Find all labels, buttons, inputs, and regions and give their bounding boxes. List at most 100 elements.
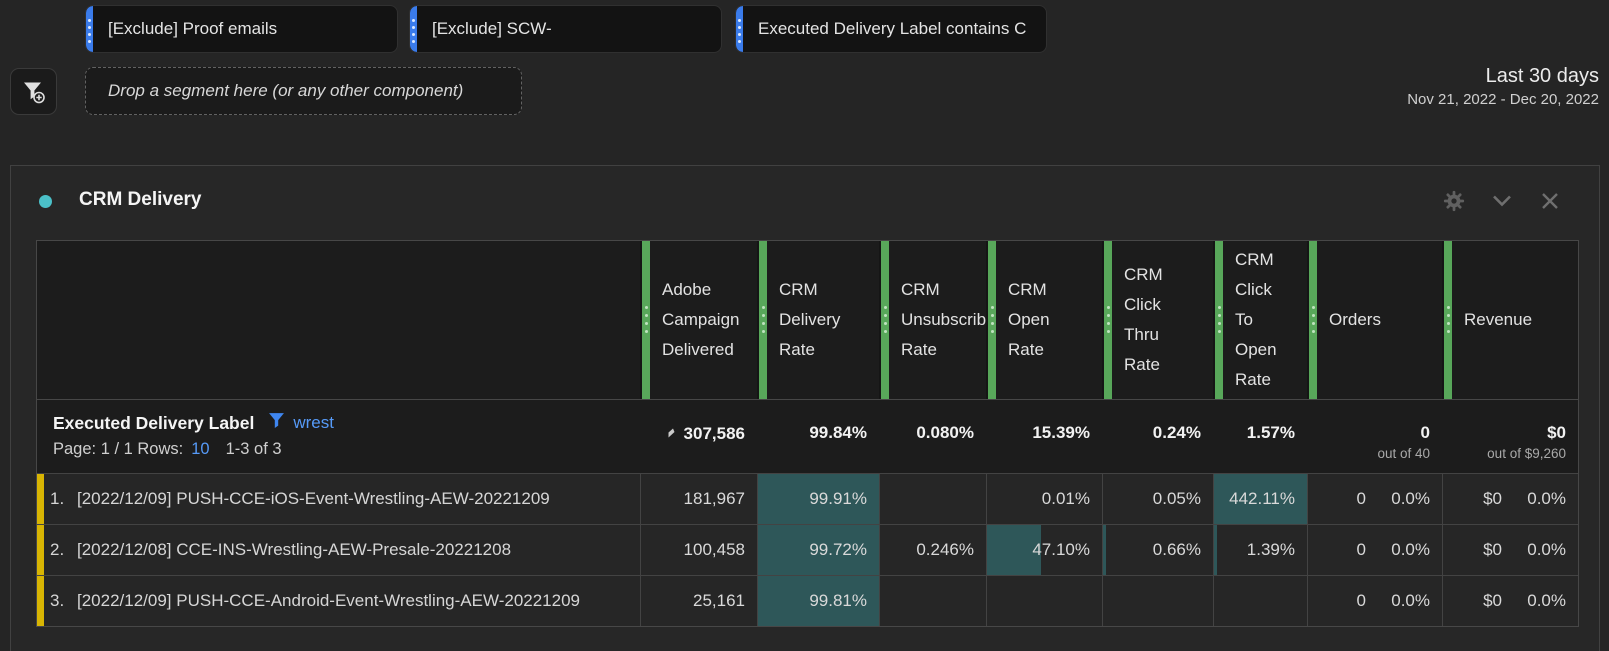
table-cell[interactable]: 0 0.0% — [1307, 524, 1442, 575]
cell-value: 181,967 — [683, 489, 745, 508]
date-range-preset: Last 30 days — [1485, 65, 1599, 87]
table-cell[interactable]: 0.05% — [1102, 473, 1213, 524]
close-icon[interactable] — [1539, 190, 1561, 212]
column-header-crm-click-to-open-rate[interactable]: CRM Click To Open Rate — [1213, 241, 1307, 399]
cell-value: 442.11% — [1229, 489, 1295, 508]
table-cell[interactable]: 0 0.0% — [1307, 575, 1442, 626]
column-header-crm-open-rate[interactable]: CRM Open Rate — [986, 241, 1102, 399]
segment-chip-exclude-proof-emails[interactable]: [Exclude] Proof emails — [85, 5, 398, 53]
table-cell[interactable]: 99.81% — [757, 575, 879, 626]
cell-percent: 0.0% — [1527, 540, 1566, 559]
column-drag-handle-icon[interactable] — [642, 241, 650, 399]
table-cell[interactable] — [879, 575, 986, 626]
totals-cell-crm-click-to-open-rate: 1.57% — [1213, 399, 1307, 473]
column-header-crm-click-thru-rate[interactable]: CRM Click Thru Rate — [1102, 241, 1213, 399]
column-header-orders[interactable]: Orders — [1307, 241, 1442, 399]
column-drag-handle-icon[interactable] — [1444, 241, 1452, 399]
cell-value: 47.10% — [1032, 540, 1090, 559]
totals-cell-crm-click-thru-rate: 0.24% — [1102, 399, 1213, 473]
date-range-dates: Nov 21, 2022 - Dec 20, 2022 — [1407, 91, 1599, 108]
table-row-label[interactable]: 1. [2022/12/09] PUSH-CCE-iOS-Event-Wrestl… — [37, 473, 640, 524]
conditional-format-fill — [1214, 525, 1217, 575]
chevron-down-icon[interactable] — [1491, 190, 1513, 212]
column-header-crm-unsubscribe-rate[interactable]: CRMUnsubscribeRate — [879, 241, 986, 399]
table-cell[interactable]: 0.01% — [986, 473, 1102, 524]
table-cell[interactable] — [879, 473, 986, 524]
drag-handle-icon[interactable] — [410, 6, 417, 52]
column-header-crm-delivery-rate[interactable]: CRM Delivery Rate — [757, 241, 879, 399]
dimension-header-cell: Executed Delivery Label wrest Page: 1 / 1 … — [37, 399, 640, 473]
cell-percent: 0.0% — [1527, 489, 1566, 508]
column-drag-handle-icon[interactable] — [759, 241, 767, 399]
table-cell[interactable]: 100,458 — [640, 524, 757, 575]
table-cell[interactable]: 0 0.0% — [1307, 473, 1442, 524]
table-cell[interactable]: $0 0.0% — [1442, 524, 1578, 575]
column-header-dimension — [37, 241, 640, 399]
cell-value: 99.81% — [809, 591, 867, 610]
cell-value: 0.01% — [1041, 489, 1090, 508]
table-cell[interactable] — [986, 575, 1102, 626]
table-cell[interactable]: 181,967 — [640, 473, 757, 524]
table-cell[interactable]: $0 0.0% — [1442, 473, 1578, 524]
totals-value: 0.24% — [1152, 423, 1201, 442]
pagination: Page: 1 / 1 Rows: 10 1-3 of 3 — [53, 440, 640, 459]
pagination-page-text: Page: 1 / 1 Rows: — [53, 440, 184, 458]
table-cell[interactable]: 442.11% — [1213, 473, 1307, 524]
cell-value: 1.39% — [1246, 540, 1295, 559]
column-header-revenue[interactable]: Revenue — [1442, 241, 1578, 399]
cell-value: 0.246% — [916, 540, 974, 559]
dimension-filter-text[interactable]: wrest — [293, 413, 334, 432]
table-cell[interactable] — [1213, 575, 1307, 626]
column-drag-handle-icon[interactable] — [1104, 241, 1112, 399]
segment-dropzone[interactable]: Drop a segment here (or any other compon… — [85, 67, 522, 115]
column-header-adobe-campaign-delivered[interactable]: Adobe Campaign Delivered — [640, 241, 757, 399]
column-drag-handle-icon[interactable] — [988, 241, 996, 399]
table-row-label[interactable]: 2. [2022/12/08] CCE-INS-Wrestling-AEW-Pre… — [37, 524, 640, 575]
cell-value: 0 — [1356, 591, 1366, 610]
gear-icon[interactable] — [1443, 190, 1465, 212]
cell-percent: 0.0% — [1391, 540, 1430, 559]
cell-percent: 0.0% — [1527, 591, 1566, 610]
totals-subvalue: out of 40 — [1377, 446, 1430, 461]
row-label-text: [2022/12/09] PUSH-CCE-iOS-Event-Wrestlin… — [77, 489, 550, 508]
cell-value: 25,161 — [693, 591, 745, 610]
column-drag-handle-icon[interactable] — [1215, 241, 1223, 399]
totals-cell-adobe-campaign-delivered: 307,586 — [640, 399, 757, 473]
freeform-table: Adobe Campaign Delivered CRM Delivery Rate CRM… — [36, 240, 1579, 627]
table-cell[interactable]: 99.91% — [757, 473, 879, 524]
conditional-format-fill — [1103, 525, 1106, 575]
table-cell[interactable] — [1102, 575, 1213, 626]
table-cell[interactable]: 0.246% — [879, 524, 986, 575]
totals-cell-revenue: $0 out of $9,260 — [1442, 399, 1578, 473]
column-drag-handle-icon[interactable] — [1309, 241, 1317, 399]
anomaly-indicator-icon — [668, 423, 675, 443]
segment-chip-exclude-scw[interactable]: [Exclude] SCW- — [409, 5, 722, 53]
drag-handle-icon[interactable] — [736, 6, 743, 52]
table-cell[interactable]: 0.66% — [1102, 524, 1213, 575]
cell-percent: 0.0% — [1391, 591, 1430, 610]
filter-funnel-icon[interactable] — [268, 412, 285, 434]
cell-value: 99.72% — [809, 540, 867, 559]
rows-per-page-value[interactable]: 10 — [191, 440, 210, 458]
dimension-label: Executed Delivery Label — [53, 412, 255, 433]
column-drag-handle-icon[interactable] — [881, 241, 889, 399]
table-cell[interactable]: 1.39% — [1213, 524, 1307, 575]
add-segment-filter-button[interactable] — [10, 68, 57, 115]
cell-value: 0.66% — [1152, 540, 1201, 559]
table-row-label[interactable]: 3. [2022/12/09] PUSH-CCE-Android-Event-Wr… — [37, 575, 640, 626]
totals-cell-orders: 0 out of 40 — [1307, 399, 1442, 473]
segment-chip-executed-delivery-label[interactable]: Executed Delivery Label contains C — [735, 5, 1047, 53]
row-label-text: [2022/12/08] CCE-INS-Wrestling-AEW-Presa… — [77, 540, 512, 559]
funnel-add-icon — [23, 82, 45, 103]
totals-value: 0 — [1420, 423, 1430, 442]
row-label-text: [2022/12/09] PUSH-CCE-Android-Event-Wres… — [77, 591, 581, 610]
segment-chip-label: [Exclude] Proof emails — [108, 19, 278, 38]
table-cell[interactable]: 47.10% — [986, 524, 1102, 575]
table-cell[interactable]: $0 0.0% — [1442, 575, 1578, 626]
table-cell[interactable]: 99.72% — [757, 524, 879, 575]
totals-value: $0 — [1547, 423, 1566, 442]
table-cell[interactable]: 25,161 — [640, 575, 757, 626]
segment-dropzone-label: Drop a segment here (or any other compon… — [108, 81, 464, 100]
date-range[interactable]: Last 30 days Nov 21, 2022 - Dec 20, 2022 — [1407, 64, 1599, 109]
drag-handle-icon[interactable] — [86, 6, 93, 52]
